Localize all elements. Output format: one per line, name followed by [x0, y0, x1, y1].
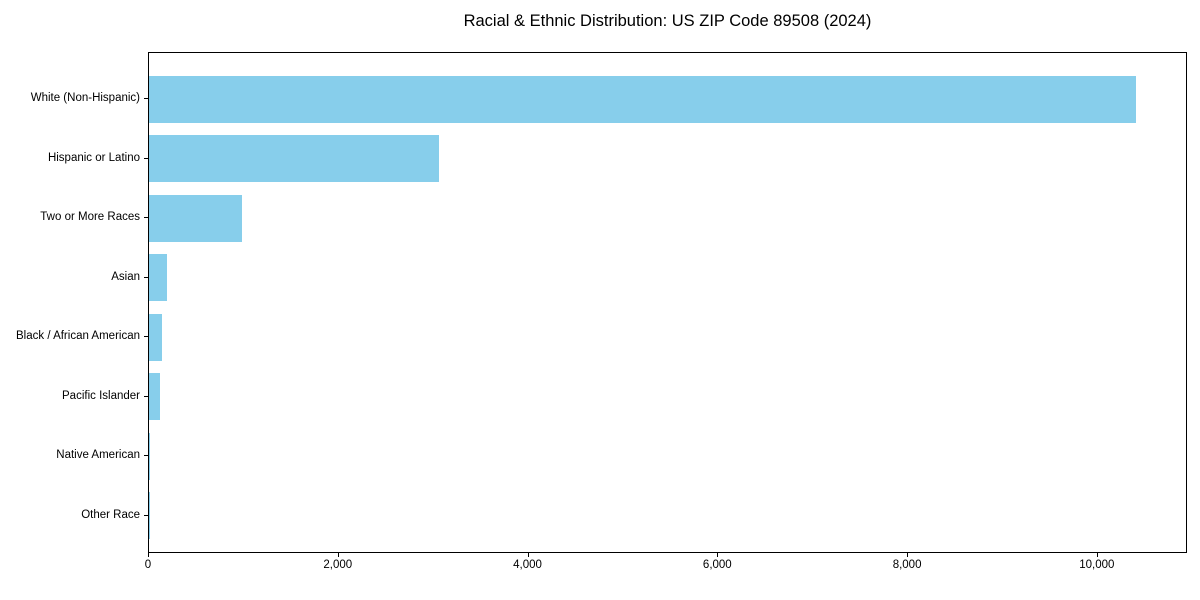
y-axis-label-two-or-more-races: Two or More Races	[40, 211, 140, 224]
bar-hispanic-or-latino	[149, 135, 439, 183]
y-axis-label-white-non-hispanic: White (Non-Hispanic)	[30, 92, 140, 104]
y-axis-label-pacific-islander: Pacific Islander	[62, 389, 140, 402]
x-tick-mark	[717, 553, 719, 557]
bar-native-american	[149, 432, 151, 480]
y-tick-mark	[144, 455, 148, 457]
y-tick-mark	[144, 157, 148, 159]
bar-two-or-more-races	[149, 194, 242, 242]
chart-title: Racial & Ethnic Distribution: US ZIP Cod…	[463, 12, 872, 30]
bar-black-african-american	[149, 313, 162, 361]
y-axis-label-native-american: Native American	[56, 449, 140, 462]
x-tick-mark	[148, 553, 149, 557]
x-tick-mark	[337, 553, 339, 557]
y-tick-mark	[144, 514, 148, 516]
x-tick-label: 4,000	[513, 559, 542, 571]
x-tick-label: 8,000	[892, 559, 922, 571]
y-axis-label-other-race: Other Race	[81, 508, 140, 521]
y-axis-label-hispanic-or-latino: Hispanic or Latino	[47, 151, 140, 164]
x-tick-mark	[907, 553, 909, 557]
y-tick-mark	[144, 276, 148, 278]
plot-area	[148, 52, 1187, 553]
x-tick-mark	[1096, 553, 1098, 557]
y-tick-mark	[144, 217, 148, 219]
x-tick-label: 2,000	[323, 559, 353, 571]
y-axis-label-asian: Asian	[111, 270, 140, 283]
y-tick-mark	[144, 395, 148, 397]
bar-pacific-islander	[149, 373, 161, 421]
x-tick-label: 10,000	[1079, 559, 1115, 571]
bar-asian	[149, 254, 167, 302]
bar-white-non-hispanic	[149, 75, 1136, 123]
y-axis-label-black-african-american: Black / African American	[16, 330, 140, 343]
x-tick-label: 6,000	[702, 559, 732, 571]
y-tick-mark	[144, 98, 148, 99]
x-tick-mark	[527, 553, 529, 557]
y-tick-mark	[144, 336, 148, 338]
x-tick-label: 0	[144, 559, 152, 571]
